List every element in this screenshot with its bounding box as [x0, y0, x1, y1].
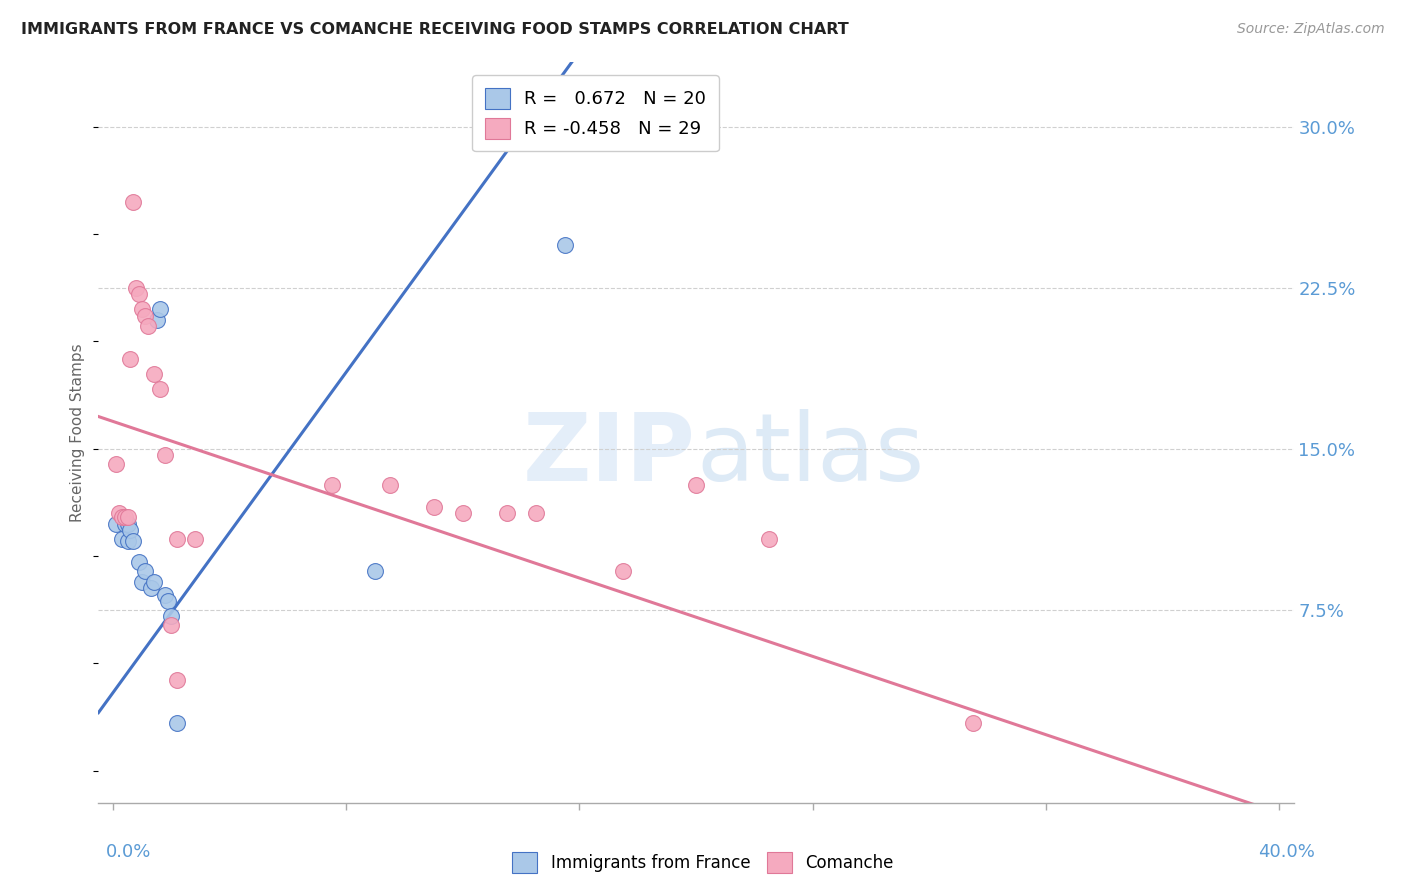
Text: ZIP: ZIP	[523, 409, 696, 500]
Point	[134, 564, 156, 578]
Point	[120, 523, 142, 537]
Point	[554, 237, 576, 252]
Point	[142, 367, 165, 381]
Point	[131, 302, 153, 317]
Point	[321, 478, 343, 492]
Point	[114, 510, 136, 524]
Point	[758, 532, 780, 546]
Point	[364, 564, 387, 578]
Point	[166, 673, 188, 688]
Legend: R =   0.672   N = 20, R = -0.458   N = 29: R = 0.672 N = 20, R = -0.458 N = 29	[472, 75, 718, 151]
Point	[166, 532, 188, 546]
Point	[157, 594, 180, 608]
Point	[155, 588, 177, 602]
Point	[114, 516, 136, 531]
Point	[160, 609, 183, 624]
Point	[117, 533, 139, 548]
Point	[120, 351, 142, 366]
Point	[378, 478, 401, 492]
Point	[149, 302, 172, 317]
Point	[104, 457, 127, 471]
Point	[111, 510, 134, 524]
Point	[111, 532, 134, 546]
Text: 0.0%: 0.0%	[105, 843, 150, 861]
Point	[139, 581, 162, 595]
Text: atlas: atlas	[696, 409, 924, 500]
Point	[142, 574, 165, 589]
Point	[495, 506, 517, 520]
Point	[122, 194, 145, 209]
Point	[524, 506, 547, 520]
Text: IMMIGRANTS FROM FRANCE VS COMANCHE RECEIVING FOOD STAMPS CORRELATION CHART: IMMIGRANTS FROM FRANCE VS COMANCHE RECEI…	[21, 22, 849, 37]
Point	[104, 516, 127, 531]
Y-axis label: Receiving Food Stamps: Receiving Food Stamps	[70, 343, 86, 522]
Point	[145, 313, 167, 327]
Point	[451, 506, 474, 520]
Text: Source: ZipAtlas.com: Source: ZipAtlas.com	[1237, 22, 1385, 37]
Point	[122, 533, 145, 548]
Point	[149, 382, 172, 396]
Point	[685, 478, 707, 492]
Point	[422, 500, 444, 514]
Point	[117, 516, 139, 531]
Point	[962, 716, 984, 731]
Point	[128, 556, 150, 570]
Point	[125, 281, 148, 295]
Point	[134, 309, 156, 323]
Point	[166, 716, 188, 731]
Point	[155, 448, 177, 462]
Point	[136, 319, 159, 334]
Point	[131, 574, 153, 589]
Point	[108, 506, 131, 520]
Point	[183, 532, 205, 546]
Point	[117, 510, 139, 524]
Text: 40.0%: 40.0%	[1258, 843, 1315, 861]
Point	[160, 617, 183, 632]
Point	[128, 287, 150, 301]
Point	[612, 564, 634, 578]
Legend: Immigrants from France, Comanche: Immigrants from France, Comanche	[506, 846, 900, 880]
